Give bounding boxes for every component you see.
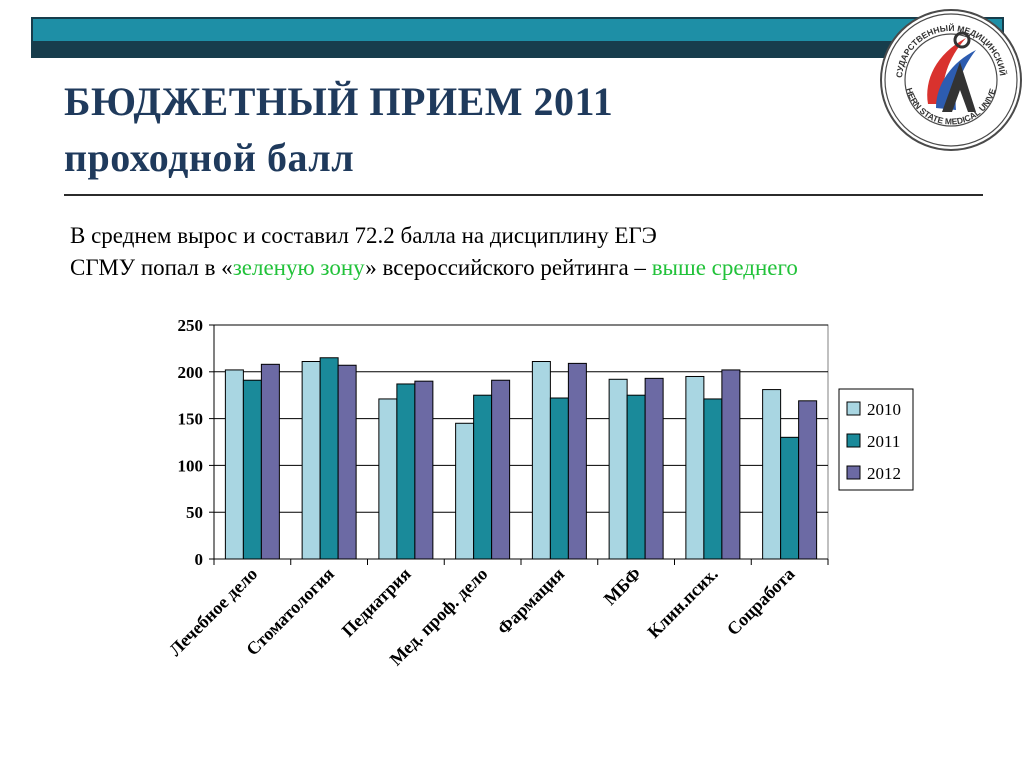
x-tick-label: МБФ (600, 564, 645, 609)
y-tick-label: 250 (178, 316, 204, 335)
title-line-1: БЮДЖЕТНЫЙ ПРИЕМ 2011 (64, 79, 614, 124)
bar-2011 (549, 397, 569, 560)
bar-2011 (473, 394, 493, 560)
bar-2012 (721, 369, 741, 560)
y-tick-label: 0 (195, 550, 204, 569)
y-tick-label: 100 (178, 456, 204, 475)
bar-2010 (378, 398, 398, 560)
title-divider (64, 194, 983, 196)
legend-swatch-2012 (846, 465, 861, 480)
bar-2011 (703, 398, 723, 560)
y-tick-label: 50 (186, 503, 203, 522)
university-seal-icon: СЕВЕРНЫЙ ГОСУДАРСТВЕННЫЙ МЕДИЦИНСКИЙ УНИ… (878, 0, 1022, 151)
bar-2010 (224, 369, 244, 560)
summary-line-2-prefix: СГМУ попал в « (70, 255, 233, 280)
bar-2012 (337, 364, 357, 560)
legend-swatch-2011 (846, 433, 861, 448)
x-tick-label: Педиатрия (338, 564, 415, 641)
title-line-2: проходной балл (64, 135, 355, 180)
bar-2010 (531, 361, 551, 560)
bar-2012 (644, 377, 664, 560)
bar-2011 (396, 383, 416, 560)
bar-2010 (608, 378, 628, 560)
bar-2011 (626, 394, 646, 560)
bar-2011 (242, 379, 262, 560)
legend-label: 2010 (867, 400, 901, 419)
legend-label: 2012 (867, 464, 901, 483)
bar-2010 (685, 375, 705, 560)
summary-text: В среднем вырос и составил 72.2 балла на… (70, 220, 798, 284)
bar-2010 (762, 389, 782, 560)
summary-line-2: СГМУ попал в «зеленую зону» всероссийско… (70, 252, 798, 284)
bar-2012 (798, 400, 818, 560)
y-tick-label: 150 (178, 410, 204, 429)
summary-line-1: В среднем вырос и составил 72.2 балла на… (70, 223, 657, 248)
bar-2011 (319, 357, 339, 560)
bar-2012 (414, 380, 434, 560)
bar-2010 (301, 361, 321, 560)
bar-2012 (567, 362, 587, 560)
x-tick-label: Клин.псих. (643, 564, 721, 642)
x-tick-label: Соцработа (723, 564, 799, 640)
legend-label: 2011 (867, 432, 900, 451)
summary-line-2-middle: » всероссийского рейтинга – (365, 255, 652, 280)
y-tick-label: 200 (178, 363, 204, 382)
page-title: БЮДЖЕТНЫЙ ПРИЕМ 2011 проходной балл (64, 74, 613, 186)
above-average-text: выше среднего (651, 255, 798, 280)
bar-2011 (780, 436, 800, 560)
green-zone-text: зеленую зону (232, 255, 366, 280)
legend-swatch-2010 (846, 401, 861, 416)
bar-2010 (455, 422, 475, 560)
header-band-teal (33, 19, 1002, 41)
x-tick-label: Фармация (493, 564, 568, 639)
bar-2012 (491, 379, 511, 560)
bar-2012 (260, 363, 280, 560)
